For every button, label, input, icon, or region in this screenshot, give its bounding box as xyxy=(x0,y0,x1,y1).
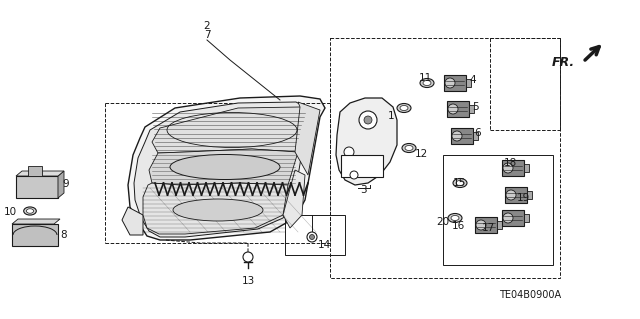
Text: 9: 9 xyxy=(62,179,68,189)
Text: 4: 4 xyxy=(469,75,476,85)
Polygon shape xyxy=(122,207,143,235)
Circle shape xyxy=(506,190,516,200)
Bar xyxy=(28,166,42,176)
Text: 12: 12 xyxy=(415,149,428,159)
Text: 20: 20 xyxy=(436,217,449,227)
Polygon shape xyxy=(283,170,305,228)
Circle shape xyxy=(359,111,377,129)
FancyBboxPatch shape xyxy=(16,176,58,198)
Text: 16: 16 xyxy=(452,221,465,231)
Text: 6: 6 xyxy=(474,128,481,138)
Circle shape xyxy=(307,232,317,242)
Circle shape xyxy=(448,104,458,114)
Ellipse shape xyxy=(453,179,467,188)
Text: 7: 7 xyxy=(204,30,211,40)
Circle shape xyxy=(243,252,253,262)
Bar xyxy=(473,132,478,140)
Polygon shape xyxy=(295,102,320,175)
Bar xyxy=(505,187,527,203)
Circle shape xyxy=(503,213,513,223)
Circle shape xyxy=(344,147,354,157)
Text: 18: 18 xyxy=(504,158,517,168)
Bar xyxy=(524,164,529,172)
Bar xyxy=(502,210,524,226)
FancyBboxPatch shape xyxy=(12,224,58,246)
Polygon shape xyxy=(152,107,310,153)
Polygon shape xyxy=(16,171,64,176)
Text: 2: 2 xyxy=(204,21,211,31)
Text: 1: 1 xyxy=(388,111,395,121)
Bar xyxy=(497,221,502,229)
Ellipse shape xyxy=(405,145,413,151)
Text: 11: 11 xyxy=(419,73,432,83)
Ellipse shape xyxy=(423,80,431,85)
Text: 5: 5 xyxy=(472,102,479,112)
Bar xyxy=(524,214,529,222)
Ellipse shape xyxy=(456,181,464,186)
Bar xyxy=(285,215,345,255)
Bar xyxy=(341,155,383,177)
Bar xyxy=(475,217,497,233)
Text: 19: 19 xyxy=(517,193,531,203)
Ellipse shape xyxy=(170,154,280,180)
Bar xyxy=(443,155,553,265)
Bar xyxy=(444,75,466,91)
Ellipse shape xyxy=(400,106,408,110)
Bar xyxy=(451,128,473,144)
Ellipse shape xyxy=(24,207,36,215)
Bar xyxy=(330,38,560,278)
Text: 3: 3 xyxy=(360,185,367,195)
Circle shape xyxy=(452,131,462,141)
Circle shape xyxy=(445,78,455,88)
Circle shape xyxy=(364,116,372,124)
Polygon shape xyxy=(149,149,298,185)
Text: 15: 15 xyxy=(452,178,466,188)
Bar xyxy=(502,160,524,176)
Ellipse shape xyxy=(448,213,462,222)
Circle shape xyxy=(350,171,358,179)
Polygon shape xyxy=(12,219,60,224)
Ellipse shape xyxy=(402,144,416,152)
Text: 10: 10 xyxy=(4,207,17,217)
Text: 14: 14 xyxy=(318,240,332,250)
Polygon shape xyxy=(134,102,312,237)
Bar xyxy=(466,79,471,87)
Text: 17: 17 xyxy=(482,223,495,233)
Polygon shape xyxy=(336,98,397,185)
Bar xyxy=(469,105,474,113)
Ellipse shape xyxy=(420,78,434,87)
Text: TE04B0900A: TE04B0900A xyxy=(499,290,561,300)
Text: 8: 8 xyxy=(60,230,67,240)
Text: 13: 13 xyxy=(241,276,255,286)
Polygon shape xyxy=(58,171,64,198)
Ellipse shape xyxy=(26,209,34,213)
Bar xyxy=(527,191,532,199)
Ellipse shape xyxy=(173,199,263,221)
Circle shape xyxy=(476,220,486,230)
Circle shape xyxy=(310,234,314,240)
Text: FR.: FR. xyxy=(552,56,575,69)
Ellipse shape xyxy=(451,216,459,220)
Bar xyxy=(447,101,469,117)
Polygon shape xyxy=(128,96,325,240)
Ellipse shape xyxy=(397,103,411,113)
Polygon shape xyxy=(143,183,288,234)
Circle shape xyxy=(503,163,513,173)
